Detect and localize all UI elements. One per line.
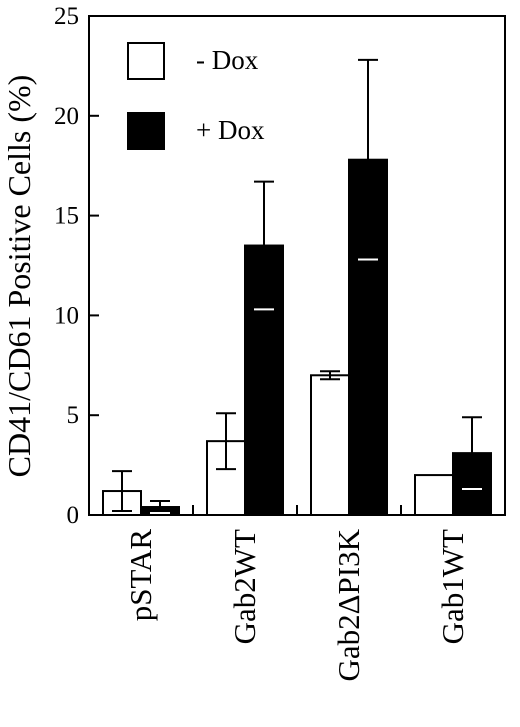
y-tick-label: 15 [54, 203, 79, 230]
y-tick-label: 0 [67, 502, 80, 529]
y-tick-label: 5 [67, 402, 80, 429]
legend-label: + Dox [196, 115, 265, 145]
error-bars [112, 58, 482, 515]
bar [414, 474, 454, 516]
plot-frame [88, 15, 506, 516]
legend: - Dox + Dox [127, 42, 265, 150]
bar [310, 374, 350, 516]
y-axis-title: CD41/CD61 Positive Cells (%) [1, 75, 37, 478]
axes [88, 15, 506, 516]
y-tick-labels: 0 5 10 15 20 25 [54, 3, 79, 529]
legend-label: - Dox [196, 45, 259, 75]
y-tick-label: 10 [54, 302, 79, 329]
category-label: Gab2ΔPI3K [331, 528, 366, 681]
y-tick-label: 20 [54, 103, 79, 130]
legend-swatch [127, 42, 165, 80]
bars [102, 158, 492, 517]
category-label: Gab1WT [435, 529, 470, 644]
category-label: Gab2WT [227, 529, 262, 644]
y-tick-label: 25 [54, 3, 79, 30]
category-labels: pSTAR Gab2WT Gab2ΔPI3K Gab1WT [123, 528, 470, 681]
category-label: pSTAR [123, 529, 158, 622]
legend-swatch [127, 112, 165, 150]
